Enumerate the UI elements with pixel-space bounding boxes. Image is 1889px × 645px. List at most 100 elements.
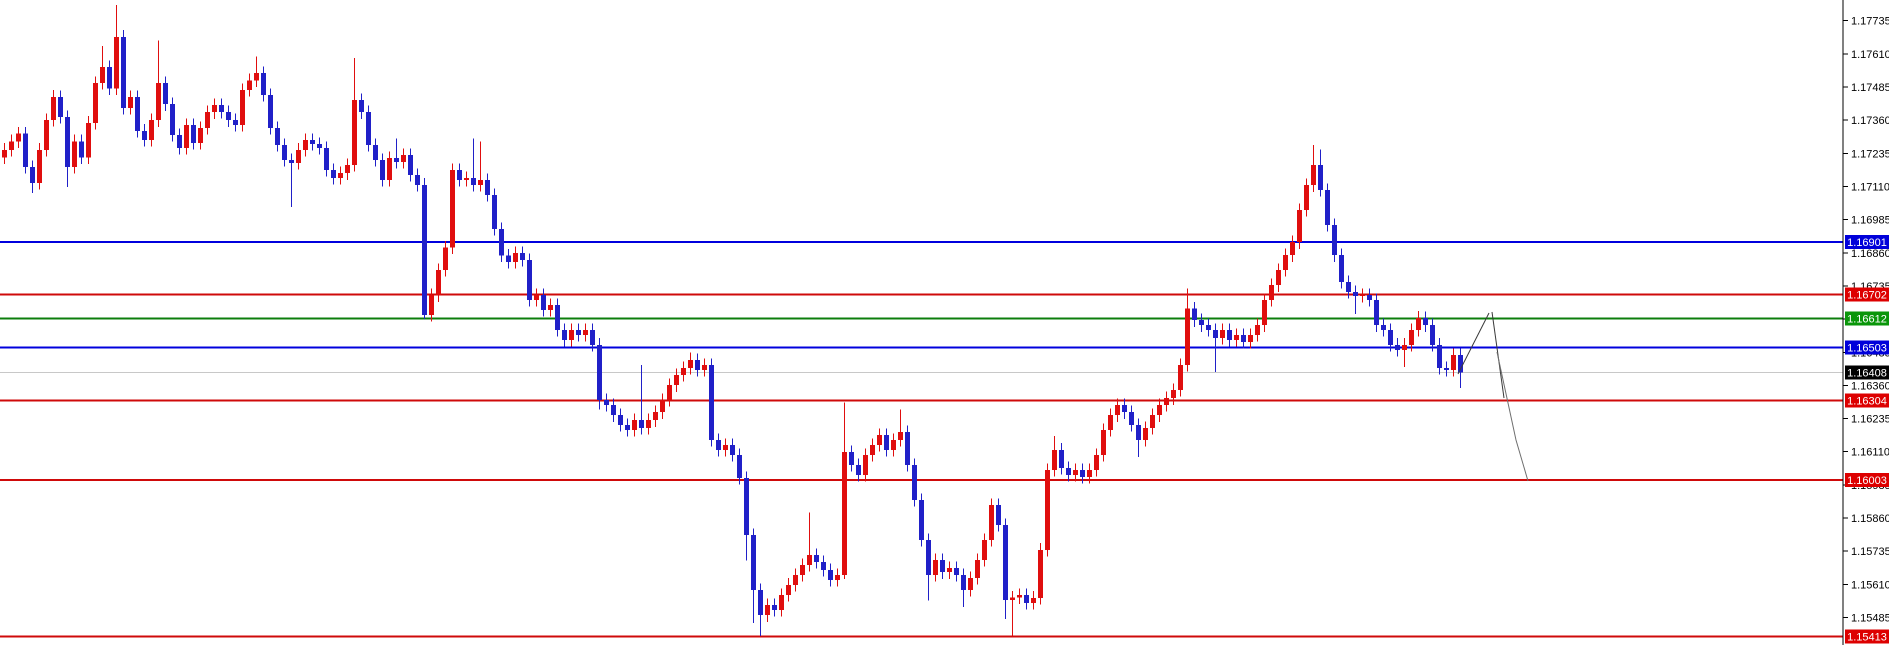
trend-arrow-annotation[interactable] (1457, 312, 1490, 375)
candle (261, 72, 266, 95)
candle (1220, 329, 1225, 338)
price-axis-label: 1.17360 (1851, 115, 1889, 127)
candle (1269, 285, 1274, 300)
candle (1101, 429, 1106, 455)
candle (478, 180, 483, 185)
candle (758, 589, 763, 616)
price-axis-label: 1.16110 (1851, 447, 1889, 459)
candle (331, 170, 336, 178)
candle (779, 594, 784, 611)
candle (1143, 428, 1148, 441)
candle (1073, 470, 1078, 476)
candle (646, 420, 651, 429)
candle (429, 295, 434, 315)
candle (618, 415, 623, 425)
candle (1017, 594, 1022, 598)
candle (485, 180, 490, 195)
candle (674, 375, 679, 386)
candle (1199, 320, 1204, 326)
candle (919, 500, 924, 541)
candle (93, 83, 98, 123)
candle (177, 135, 182, 149)
candle (527, 259, 532, 300)
candle (310, 140, 315, 145)
candle (296, 149, 301, 163)
candle (898, 432, 903, 441)
candle (408, 154, 413, 176)
price-level-badge-label: 1.16901 (1847, 237, 1887, 249)
candle (1276, 270, 1281, 286)
candle (583, 329, 588, 336)
candle (828, 570, 833, 581)
candle (632, 420, 637, 430)
candle (821, 562, 826, 571)
price-level-badge (1845, 311, 1889, 326)
candle (219, 105, 224, 112)
candle (1157, 405, 1162, 416)
candle (254, 72, 259, 81)
candle (135, 97, 140, 131)
trend-arrow-annotation[interactable] (1496, 351, 1529, 482)
candle (905, 432, 910, 465)
candle (723, 445, 728, 450)
candle (814, 554, 819, 563)
candle (891, 440, 896, 450)
candle (464, 177, 469, 181)
candle (401, 154, 406, 163)
candle (506, 255, 511, 263)
candle (1297, 210, 1302, 243)
candle (1444, 367, 1449, 371)
candle (933, 559, 938, 576)
candle (65, 116, 70, 168)
candle (1395, 344, 1400, 350)
candle (1094, 454, 1099, 471)
candle (1339, 255, 1344, 282)
candle (870, 445, 875, 455)
candle (520, 253, 525, 260)
candle (1283, 255, 1288, 271)
candle (240, 89, 245, 125)
candle (492, 194, 497, 229)
candle (44, 119, 49, 150)
candle (1255, 325, 1260, 336)
candle (842, 451, 847, 576)
candle (121, 36, 126, 108)
candle (562, 329, 567, 341)
candle (373, 145, 378, 160)
price-level-badge (1845, 629, 1889, 644)
price-axis-label: 1.17110 (1851, 181, 1889, 193)
candle (772, 605, 777, 611)
candle (366, 112, 371, 146)
candle (9, 141, 14, 150)
candle (359, 100, 364, 113)
candle (345, 164, 350, 174)
candle (1304, 185, 1309, 211)
candle (1402, 344, 1407, 350)
candle (765, 605, 770, 616)
candle (1150, 415, 1155, 429)
candle (849, 451, 854, 465)
candle (751, 535, 756, 590)
candle (1010, 597, 1015, 600)
candle (205, 112, 210, 129)
candle (1115, 405, 1120, 416)
current-price-badge-label: 1.16408 (1847, 368, 1887, 380)
candle (275, 128, 280, 146)
candle (1241, 335, 1246, 342)
candle (1458, 354, 1463, 373)
candle (1045, 470, 1050, 550)
price-axis-label: 1.16360 (1851, 380, 1889, 392)
candle (58, 97, 63, 117)
candle (744, 477, 749, 536)
price-level-badge-label: 1.16612 (1847, 314, 1887, 326)
candle (72, 141, 77, 168)
candle (1108, 415, 1113, 430)
price-level-badge (1845, 340, 1889, 355)
price-level-badge (1845, 473, 1889, 488)
candle (597, 344, 602, 400)
candle (324, 148, 329, 171)
candle (1346, 281, 1351, 293)
candle (1227, 329, 1232, 341)
candle (940, 559, 945, 573)
